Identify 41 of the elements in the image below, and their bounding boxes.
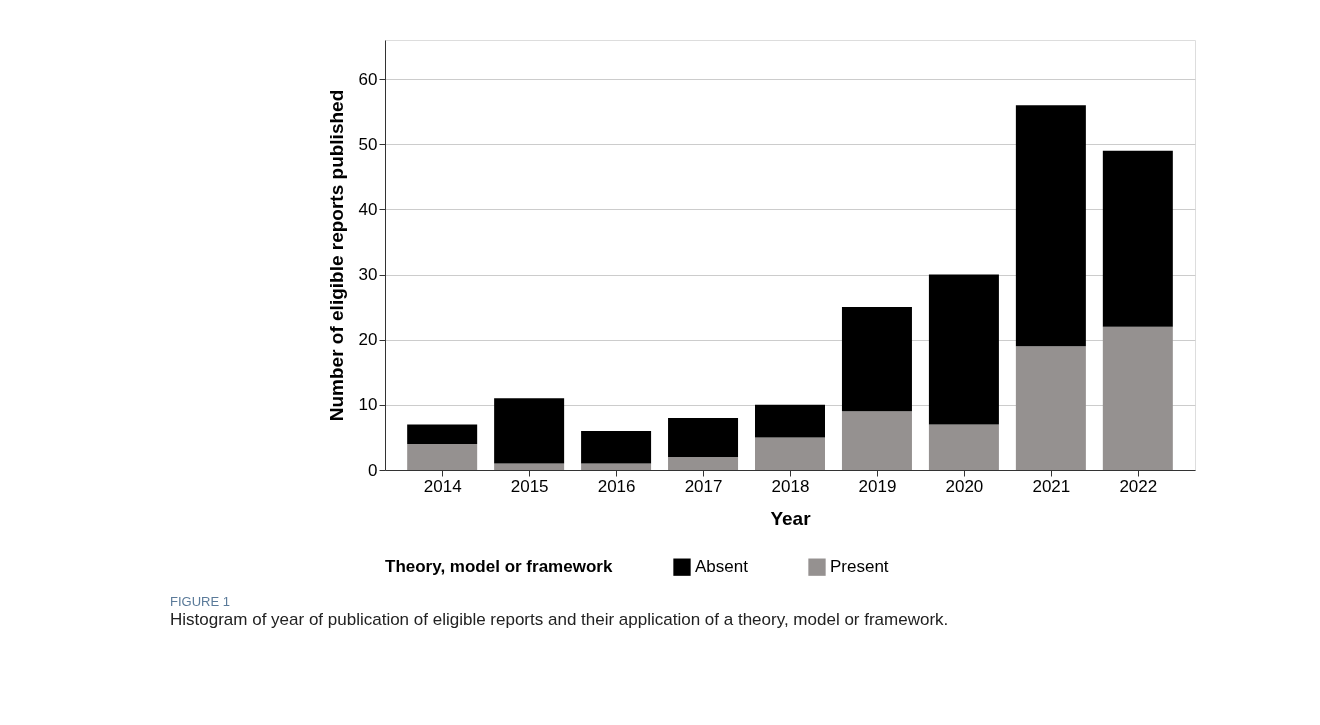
bar <box>755 437 825 470</box>
bar <box>1102 326 1173 470</box>
y-tick-label: 40 <box>358 199 378 219</box>
y-tick-label: 20 <box>358 330 378 350</box>
y-tick-label: 0 <box>368 460 378 480</box>
bar <box>928 274 999 425</box>
legend-label: Present <box>830 557 889 577</box>
legend-label: Absent <box>695 557 749 577</box>
bar <box>1015 105 1086 347</box>
x-tick-label: 2019 <box>858 476 897 496</box>
text: Histogram of year of publication of eligible reports and their application of a theory, model or framework. <box>170 610 949 629</box>
legend-title: Theory, model or framework <box>385 557 613 576</box>
x-tick-label: 2022 <box>1119 476 1158 496</box>
x-tick-label: 2020 <box>945 476 984 496</box>
bar <box>841 411 912 470</box>
bar <box>755 404 825 438</box>
bar <box>928 424 999 470</box>
bar <box>407 424 478 444</box>
y-tick-label: 50 <box>358 134 378 154</box>
x-tick-label: 2014 <box>423 476 462 496</box>
bar <box>407 443 478 470</box>
bar <box>668 456 739 470</box>
caption: FIGURE 1 <box>170 594 230 609</box>
x-tick-label: 2016 <box>597 476 636 496</box>
bar <box>668 417 739 457</box>
x-tick-label: 2018 <box>771 476 810 496</box>
y-axis-title: Number of eligible reports published <box>325 89 347 422</box>
x-tick-label: 2017 <box>684 476 723 496</box>
y-tick-label: 30 <box>358 265 378 285</box>
x-axis-title: Year <box>770 507 812 529</box>
y-tick-label: 60 <box>358 69 378 89</box>
x-tick-label: 2021 <box>1032 476 1071 496</box>
bar <box>841 307 912 412</box>
bar <box>494 398 565 464</box>
bar <box>1015 346 1086 470</box>
bar <box>494 463 565 470</box>
y-tick-label: 10 <box>358 395 378 415</box>
x-tick-label: 2015 <box>510 476 549 496</box>
bar <box>1102 150 1173 327</box>
bar <box>581 463 652 470</box>
bar <box>581 430 652 464</box>
